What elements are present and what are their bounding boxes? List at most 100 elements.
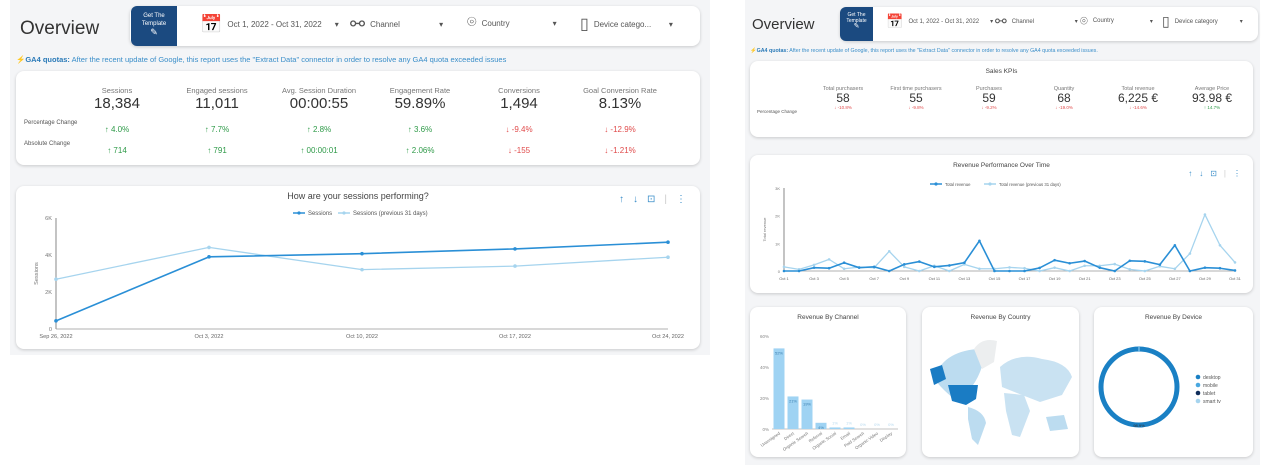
chart-title: Revenue By Device xyxy=(1144,314,1203,321)
data-point xyxy=(948,264,951,267)
map-alaska[interactable] xyxy=(930,365,946,385)
map-europe-asia[interactable] xyxy=(1000,356,1072,402)
data-point xyxy=(1143,269,1147,273)
date-range-filter[interactable]: 📅 Oct 1, 2022 - Oct 31, 2022 ▾ xyxy=(886,13,993,30)
map-africa[interactable] xyxy=(1004,393,1030,437)
kpi-abs: ↑ 714 xyxy=(107,140,127,158)
sales-kpi-card: Sales KPIs xyxy=(750,61,1253,137)
kpi-label: Conversions xyxy=(498,86,540,95)
data-point xyxy=(797,269,801,273)
data-point xyxy=(666,255,670,260)
x-tick-label: Oct 27 xyxy=(1169,276,1182,281)
legend-label: Total revenue xyxy=(945,182,971,187)
dropdown-icon: ▾ xyxy=(1239,19,1243,25)
legend-label: tablet xyxy=(1203,391,1216,397)
series-line-1 xyxy=(783,213,1236,272)
data-point xyxy=(1218,243,1222,247)
kpi-abs-change: ↑ 00:00:01 xyxy=(300,146,338,155)
y-tick-label: 0% xyxy=(762,427,769,432)
get-template-button[interactable]: Get The Template ✎ xyxy=(131,6,177,46)
more-icon[interactable]: ⋮ xyxy=(1233,169,1241,178)
map-australia[interactable] xyxy=(1046,415,1068,431)
world-map[interactable] xyxy=(922,307,1079,457)
data-point xyxy=(666,240,670,245)
data-point xyxy=(1173,243,1177,247)
data-point xyxy=(1128,259,1132,263)
map-usa[interactable] xyxy=(948,385,978,405)
sort-up-icon[interactable]: ↑ xyxy=(1188,169,1193,178)
data-point xyxy=(902,265,906,269)
data-point xyxy=(887,269,891,273)
data-point xyxy=(978,239,981,243)
data-point xyxy=(857,266,861,269)
kpi-label: First time purchasers xyxy=(890,86,942,92)
kpi-label: Total revenue xyxy=(1121,86,1155,92)
kpi-pct: ↓ -12.9% xyxy=(604,119,636,137)
bar-label: 0% xyxy=(874,422,880,427)
legend-marker xyxy=(988,182,992,186)
device-icon: ▯ xyxy=(1162,13,1170,29)
calendar-icon: 📅 xyxy=(886,13,904,29)
device-filter[interactable]: ▯ Device catego... ▾ xyxy=(580,14,673,34)
y-tick-label: 1K xyxy=(775,241,780,246)
date-range-filter[interactable]: 📅 Oct 1, 2022 - Oct 31, 2022 ▾ xyxy=(200,14,339,35)
x-tick-label: Oct 17, 2022 xyxy=(499,334,531,340)
y-tick-label: 4K xyxy=(45,253,52,259)
y-tick-label: 0 xyxy=(778,269,781,274)
location-pin-icon: ⌾ xyxy=(1080,13,1088,28)
export-icon[interactable]: ⊡ xyxy=(647,194,656,205)
data-point xyxy=(872,265,876,269)
device-filter[interactable]: ▯ Device category ▾ xyxy=(1162,13,1243,30)
kpi-abs-change: ↑ 791 xyxy=(207,146,227,155)
more-icon[interactable]: ⋮ xyxy=(676,194,686,205)
sort-down-icon[interactable]: ↓ xyxy=(633,194,638,205)
x-tick-label: Oct 9 xyxy=(899,276,909,281)
chart-toolbar: ↑ ↓ ⊡ | ⋮ xyxy=(619,194,686,205)
kpi-pct-change: ↓ -10.8% xyxy=(834,105,852,110)
country-filter[interactable]: ⌾ Country ▾ xyxy=(1080,13,1153,29)
x-tick-label: Oct 17 xyxy=(1019,276,1032,281)
kpi-label: Engagement Rate xyxy=(389,86,451,95)
map-south-america[interactable] xyxy=(968,407,986,445)
data-point xyxy=(948,269,951,273)
get-template-button[interactable]: Get The Template ✎ xyxy=(840,7,873,41)
y-tick-label: 60% xyxy=(760,334,769,339)
x-tick-label: Oct 24, 2022 xyxy=(652,334,684,340)
export-icon[interactable]: ⊡ xyxy=(1210,169,1217,178)
template-label: Template xyxy=(846,18,867,24)
x-tick-label: Oct 21 xyxy=(1079,276,1092,281)
kpi-pct-change: ↑ 7.7% xyxy=(204,125,230,134)
kpi-1: Engaged sessions 11,011 xyxy=(186,86,247,112)
kpi-label: Avg. Session Duration xyxy=(281,86,357,95)
dropdown-icon: ▾ xyxy=(1074,19,1078,25)
country-filter[interactable]: ⌾ Country ▾ xyxy=(467,14,557,32)
data-point xyxy=(1173,267,1177,271)
bar xyxy=(801,399,813,429)
channel-value: Channel xyxy=(370,20,400,29)
data-point xyxy=(978,267,981,271)
bar xyxy=(787,396,799,429)
device-icon: ▯ xyxy=(580,16,589,33)
kpi-3: Engagement Rate 59.89% xyxy=(390,86,450,112)
x-tick-label: Oct 3 xyxy=(809,276,819,281)
x-tick-label: Oct 10, 2022 xyxy=(346,334,378,340)
channel-filter[interactable]: ⚯ Channel ▾ xyxy=(995,13,1078,30)
kpi-pct-change: ↓ -9.2% xyxy=(981,105,997,110)
kpi-abs-change: ↑ 2.06% xyxy=(405,146,435,155)
template-label: Get The xyxy=(847,12,866,18)
data-point xyxy=(1098,266,1101,269)
x-tick-label: Oct 3, 2022 xyxy=(195,334,224,340)
data-point xyxy=(1158,263,1162,266)
channel-filter[interactable]: ⚯ Channel ▾ xyxy=(350,14,443,35)
date-value: Oct 1, 2022 - Oct 31, 2022 xyxy=(227,20,322,29)
legend-label: Sessions (previous 31 days) xyxy=(353,211,428,217)
sort-down-icon[interactable]: ↓ xyxy=(1199,169,1204,178)
map-greenland[interactable] xyxy=(974,340,997,369)
sessions-line-chart: 0 2K 4K 6K Sep 26, 2022 Oct 3, 2022 Oct 10, 20… xyxy=(34,211,684,340)
data-point xyxy=(360,251,364,256)
data-point xyxy=(827,258,831,261)
sort-up-icon[interactable]: ↑ xyxy=(619,194,624,205)
kpi-label: Total purchasers xyxy=(822,86,864,92)
category-label: Direct xyxy=(783,430,796,441)
data-point xyxy=(1008,266,1011,269)
